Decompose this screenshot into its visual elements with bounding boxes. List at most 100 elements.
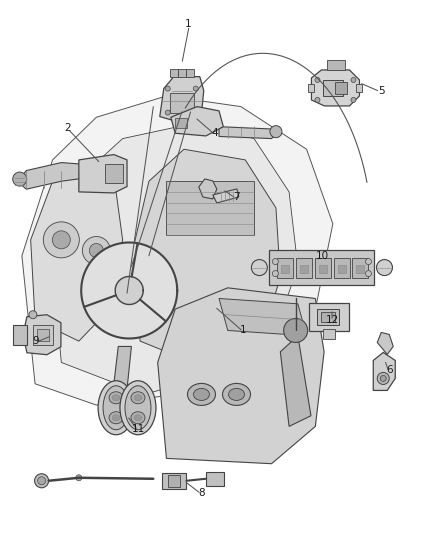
Ellipse shape: [131, 392, 145, 403]
Polygon shape: [81, 243, 177, 338]
Ellipse shape: [120, 381, 156, 435]
Bar: [323, 80, 343, 96]
Circle shape: [13, 172, 27, 186]
Text: 6: 6: [386, 366, 393, 375]
Polygon shape: [219, 298, 307, 336]
Ellipse shape: [109, 392, 123, 403]
Polygon shape: [131, 149, 280, 373]
Circle shape: [251, 260, 267, 276]
Bar: [317, 309, 339, 325]
Polygon shape: [114, 346, 131, 389]
Circle shape: [377, 260, 392, 276]
Bar: [357, 264, 364, 272]
Circle shape: [270, 126, 282, 138]
Bar: [300, 264, 308, 272]
Polygon shape: [219, 127, 276, 139]
Polygon shape: [160, 77, 204, 120]
Text: 1: 1: [185, 19, 192, 29]
Ellipse shape: [112, 415, 120, 421]
Ellipse shape: [131, 412, 145, 424]
Circle shape: [29, 311, 37, 319]
Polygon shape: [23, 314, 61, 355]
Ellipse shape: [194, 389, 209, 400]
Bar: [269, 250, 374, 285]
Bar: [105, 164, 123, 183]
Bar: [357, 84, 363, 92]
Bar: [176, 119, 188, 128]
Polygon shape: [280, 336, 311, 426]
Circle shape: [315, 98, 320, 102]
Circle shape: [284, 318, 307, 343]
Bar: [322, 329, 335, 339]
Text: 11: 11: [131, 424, 145, 434]
Bar: [353, 257, 368, 278]
Text: 5: 5: [378, 86, 385, 95]
Ellipse shape: [125, 386, 151, 430]
Bar: [166, 181, 254, 235]
Bar: [328, 60, 346, 70]
Circle shape: [82, 237, 110, 264]
Circle shape: [315, 77, 320, 83]
Bar: [170, 93, 194, 112]
Circle shape: [43, 222, 79, 258]
Polygon shape: [115, 277, 143, 304]
Ellipse shape: [229, 389, 244, 400]
Bar: [206, 472, 224, 486]
Ellipse shape: [112, 395, 120, 401]
Circle shape: [351, 98, 356, 102]
Circle shape: [165, 86, 170, 91]
Circle shape: [351, 77, 356, 83]
Circle shape: [193, 86, 198, 91]
Circle shape: [380, 375, 386, 382]
Circle shape: [52, 231, 71, 249]
Text: 12: 12: [326, 315, 339, 325]
Bar: [336, 82, 347, 94]
Bar: [178, 69, 186, 77]
Polygon shape: [373, 352, 395, 391]
Bar: [37, 329, 49, 341]
Bar: [162, 473, 187, 489]
Circle shape: [35, 474, 49, 488]
Circle shape: [89, 244, 103, 257]
Bar: [186, 69, 194, 77]
Circle shape: [272, 271, 279, 277]
Polygon shape: [79, 155, 127, 193]
Bar: [315, 257, 331, 278]
Text: 9: 9: [32, 336, 39, 346]
Bar: [308, 84, 314, 92]
Polygon shape: [171, 107, 223, 136]
Bar: [334, 257, 350, 278]
Ellipse shape: [134, 395, 142, 401]
Polygon shape: [53, 123, 298, 394]
Text: 4: 4: [211, 128, 218, 138]
Polygon shape: [199, 179, 217, 199]
Bar: [33, 325, 53, 345]
Text: 1: 1: [240, 326, 247, 335]
Text: 7: 7: [233, 192, 240, 202]
Text: 8: 8: [198, 488, 205, 498]
Ellipse shape: [98, 381, 134, 435]
Circle shape: [165, 110, 170, 115]
Bar: [321, 312, 335, 322]
Bar: [319, 264, 327, 272]
Circle shape: [377, 373, 389, 384]
Ellipse shape: [223, 383, 251, 406]
Bar: [169, 475, 180, 487]
Polygon shape: [22, 96, 333, 405]
Ellipse shape: [103, 386, 129, 430]
Ellipse shape: [187, 383, 215, 406]
Bar: [13, 325, 27, 345]
Circle shape: [76, 475, 82, 481]
Circle shape: [272, 259, 279, 264]
Circle shape: [365, 271, 371, 277]
Polygon shape: [377, 333, 393, 354]
Bar: [296, 257, 312, 278]
Circle shape: [38, 477, 46, 485]
Bar: [338, 264, 346, 272]
Polygon shape: [18, 163, 101, 189]
Polygon shape: [31, 160, 123, 341]
Circle shape: [365, 259, 371, 264]
Bar: [281, 264, 290, 272]
Bar: [277, 257, 293, 278]
Text: 10: 10: [315, 251, 328, 261]
